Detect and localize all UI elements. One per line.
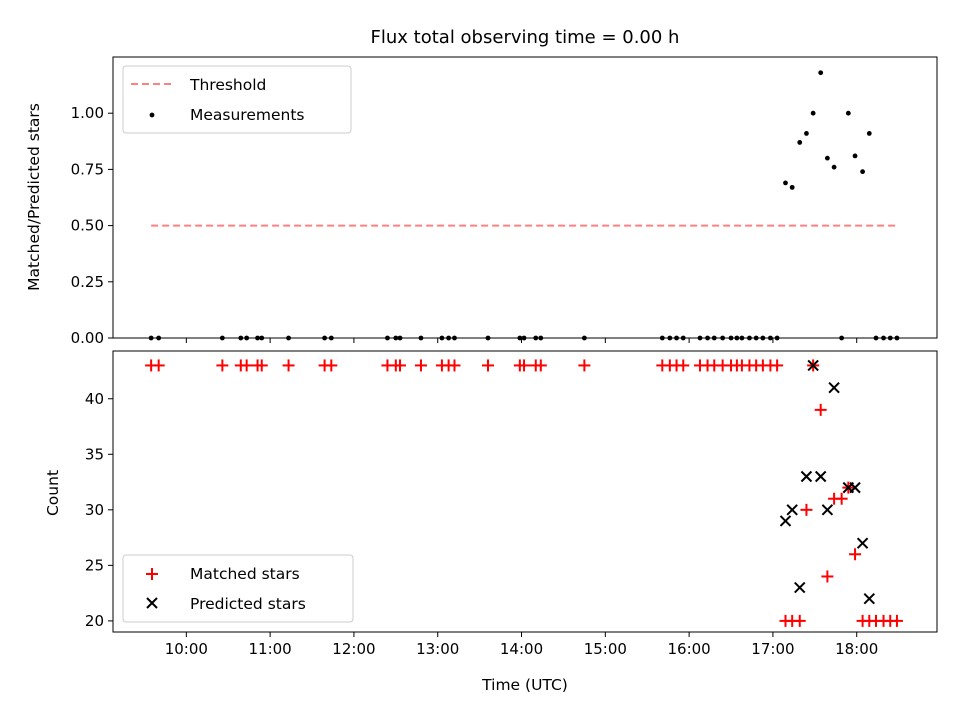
x-tick-label: 16:00 bbox=[668, 640, 711, 658]
measurement-point bbox=[831, 164, 837, 170]
matched-star-point bbox=[216, 359, 229, 372]
measurement-point bbox=[860, 169, 865, 175]
matched-star-point bbox=[482, 359, 495, 372]
matched-star-point bbox=[282, 359, 295, 372]
y-tick-label: 25 bbox=[85, 556, 104, 574]
x-tick-label: 15:00 bbox=[584, 640, 627, 658]
matched-star-point bbox=[793, 614, 806, 627]
x-tick-label: 11:00 bbox=[249, 640, 292, 658]
matched-star-point bbox=[255, 359, 268, 372]
predicted-star-point bbox=[863, 592, 875, 605]
matched-star-point bbox=[849, 548, 862, 561]
bottom-y-axis-label: Count bbox=[44, 470, 62, 516]
bottom-x-axis: 10:00 11:00 12:00 13:00 14:00 15:00 16:00 17:00… bbox=[165, 632, 878, 658]
measurement-point bbox=[845, 110, 851, 116]
x-tick-label: 17:00 bbox=[751, 640, 794, 658]
matched-star-point bbox=[394, 359, 407, 372]
matched-star-point bbox=[448, 359, 461, 372]
predicted-stars-legend-swatch bbox=[146, 597, 158, 609]
top-chart-title: Flux total observing time = 0.00 h bbox=[371, 27, 680, 48]
predicted-star-point bbox=[814, 470, 827, 483]
y-tick-label: 1.00 bbox=[71, 104, 104, 122]
matched-star-point bbox=[152, 359, 165, 372]
predicted-star-point bbox=[856, 537, 869, 549]
predicted-stars-legend-label: Predicted stars bbox=[190, 595, 306, 613]
predicted-star-point bbox=[828, 381, 840, 394]
y-tick-label: 40 bbox=[85, 390, 104, 408]
bottom-x-axis-label: Time (UTC) bbox=[481, 676, 568, 694]
predicted-star-point bbox=[800, 470, 813, 483]
bottom-y-axis: 20 25 30 35 40 bbox=[85, 390, 113, 630]
measurement-point bbox=[818, 70, 824, 76]
y-tick-label: 0.25 bbox=[71, 273, 104, 291]
y-tick-label: 30 bbox=[85, 501, 104, 519]
matched-star-point bbox=[821, 570, 834, 583]
predicted-star-point bbox=[849, 481, 861, 494]
x-tick-label: 18:00 bbox=[835, 640, 878, 658]
matched-star-point bbox=[325, 359, 338, 372]
bottom-plot-area bbox=[145, 359, 903, 627]
y-tick-label: 0.50 bbox=[71, 217, 104, 235]
matched-star-point bbox=[414, 359, 427, 372]
matched-star-point bbox=[578, 359, 591, 372]
predicted-star-point bbox=[794, 581, 806, 594]
top-y-axis: 0.00 0.25 0.50 0.75 1.00 bbox=[71, 104, 113, 347]
y-tick-label: 0.75 bbox=[71, 160, 104, 178]
matched-stars-legend-label: Matched stars bbox=[190, 565, 300, 583]
bottom-axes-frame bbox=[112, 350, 938, 633]
top-legend: Threshold Measurements bbox=[122, 65, 352, 134]
predicted-star-point bbox=[779, 515, 792, 527]
top-axes-frame bbox=[112, 56, 938, 339]
matched-star-point bbox=[534, 359, 547, 372]
measurements-legend-swatch bbox=[149, 112, 155, 118]
measurement-point bbox=[783, 180, 788, 186]
matched-star-point bbox=[677, 359, 690, 372]
measurement-point bbox=[852, 153, 858, 159]
top-x-ticks bbox=[185, 338, 858, 343]
matched-star-point bbox=[890, 614, 903, 627]
matched-star-point bbox=[835, 492, 848, 505]
bottom-legend-box bbox=[122, 554, 354, 623]
measurement-point bbox=[797, 140, 803, 145]
top-legend-box bbox=[122, 65, 352, 134]
matched-star-point bbox=[240, 359, 253, 372]
matched-star-point bbox=[814, 403, 827, 416]
predicted-star-point bbox=[807, 359, 819, 372]
y-tick-label: 20 bbox=[85, 612, 104, 630]
x-tick-label: 10:00 bbox=[165, 640, 208, 658]
x-tick-label: 13:00 bbox=[416, 640, 459, 658]
threshold-legend-label: Threshold bbox=[189, 76, 266, 94]
matched-star-point bbox=[800, 503, 813, 516]
top-y-axis-label: Matched/Predicted stars bbox=[25, 103, 43, 291]
bottom-legend: Matched stars Predicted stars bbox=[122, 554, 354, 623]
x-tick-label: 14:00 bbox=[500, 640, 543, 658]
matched-star-point bbox=[771, 359, 784, 372]
measurement-point bbox=[866, 131, 872, 136]
predicted-star-point bbox=[786, 504, 798, 516]
measurement-point bbox=[789, 184, 795, 190]
y-tick-label: 35 bbox=[85, 445, 104, 463]
matched-star-point bbox=[518, 359, 531, 372]
x-tick-label: 12:00 bbox=[332, 640, 375, 658]
measurement-point bbox=[804, 131, 809, 136]
y-tick-label: 0.00 bbox=[71, 329, 104, 347]
measurement-point bbox=[824, 155, 830, 161]
predicted-star-point bbox=[821, 504, 834, 516]
measurement-point bbox=[810, 110, 816, 116]
top-subplot: Flux total observing time = 0.00 h 0.000… bbox=[25, 27, 938, 347]
measurements-legend-label: Measurements bbox=[190, 106, 305, 124]
bottom-subplot: 20 25 30 35 40 10:00 11:00 12:00 13:00 14:00 15:0… bbox=[44, 350, 938, 694]
matched-stars-legend-swatch bbox=[146, 568, 158, 580]
